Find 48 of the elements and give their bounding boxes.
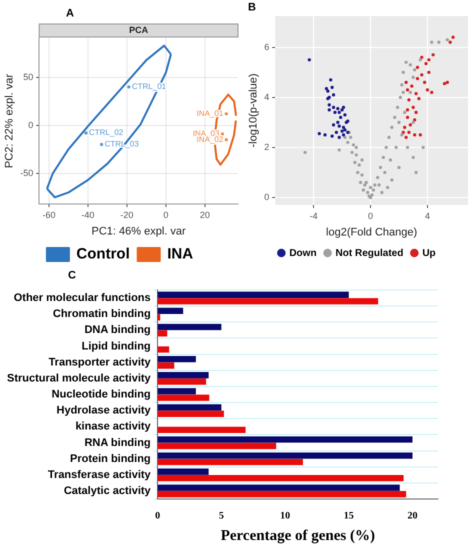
text: A	[66, 8, 74, 20]
text: B	[248, 2, 256, 14]
x-tick-label: -20	[120, 210, 134, 220]
x-tick-label: -4	[310, 210, 318, 221]
x-tick-label: 4	[424, 210, 430, 221]
y-tick-label: RNA binding	[84, 436, 151, 449]
legend-label: Not Regulated	[336, 248, 404, 259]
y-tick-label: 0	[264, 192, 270, 202]
y-tick-label: Protein binding	[70, 452, 151, 465]
y-tick-label: Structural molecule activity	[6, 372, 152, 384]
y-tick-label: DNA binding	[84, 324, 151, 336]
annotation: CTRL_02	[88, 128, 124, 138]
y-tick-label: 50	[23, 72, 34, 82]
y-tick-label: Nucleotide binding	[52, 388, 151, 401]
legend-label: Control	[76, 246, 130, 263]
y-tick-label: Hydrolase activity	[56, 404, 152, 417]
chart-title: PCA	[129, 24, 149, 35]
y-tick-label: 6	[264, 42, 270, 52]
x-tick-label: 0	[368, 210, 374, 221]
y-tick-label: 0	[28, 120, 34, 130]
y-tick-label: Lipid binding	[82, 340, 151, 352]
x-tick-label: 0	[163, 210, 168, 220]
x-tick-label: -40	[81, 210, 94, 220]
x-tick-label: 15	[344, 510, 354, 522]
y-tick-label: Chromatin binding	[52, 308, 151, 320]
x-tick-label: 10	[280, 510, 290, 522]
text: C	[68, 270, 76, 282]
x-axis-title: Percentage of genes (%)	[220, 528, 375, 544]
y-tick-label: Transferase activity	[48, 468, 152, 481]
x-tick-label: -60	[42, 210, 56, 220]
legend-label: INA	[167, 246, 194, 263]
legend-label: Up	[422, 248, 436, 259]
x-tick-label: 20	[408, 510, 418, 522]
y-tick-label: kinase activity	[75, 420, 152, 433]
y-tick-label: Transporter activity	[48, 356, 152, 368]
y-tick-label: Other molecular functions	[14, 292, 151, 304]
y-axis-title: PC2: 22% expl. var	[4, 74, 16, 168]
y-tick-label: 4	[264, 92, 270, 102]
y-tick-label: -50	[20, 168, 34, 178]
x-tick-label: 20	[200, 210, 210, 220]
y-tick-label: 2	[264, 142, 270, 152]
y-axis-title: -log10(p-value)	[248, 74, 260, 148]
y-tick-label: Catalytic activity	[64, 484, 152, 497]
legend-label: Down	[289, 248, 317, 259]
x-axis-title: PC1: 46% expl. var	[92, 225, 186, 238]
x-tick-label: 0	[155, 510, 160, 522]
x-tick-label: 5	[218, 510, 224, 522]
x-axis-title: log2(Fold Change)	[326, 226, 418, 238]
